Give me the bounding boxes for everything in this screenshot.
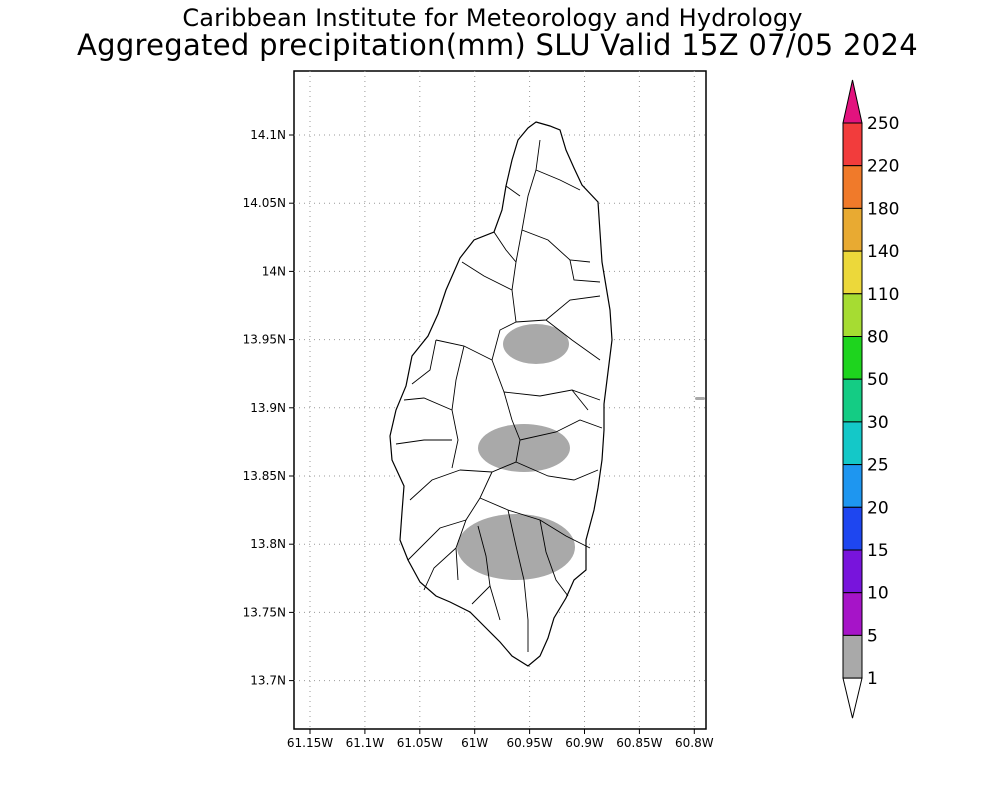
colorbar-level-label: 15 <box>867 541 889 561</box>
lon-tick-label: 60.9W <box>565 736 604 750</box>
lat-tick-label: 13.7N <box>250 674 286 688</box>
saint-lucia-coastline <box>389 121 613 667</box>
colorbar-band <box>842 421 863 466</box>
colorbar-level-label: 110 <box>867 285 899 305</box>
precip-patch-north <box>503 324 569 364</box>
colorbar-level-label: 250 <box>867 114 899 134</box>
lat-tick-label: 13.95N <box>243 333 286 347</box>
latitude-axis: 14.1N 14.05N 14N 13.95N 13.9N 13.85N 13.8N 13.7… <box>243 128 294 688</box>
colorbar-level-label: 1 <box>867 669 878 689</box>
colorbar-band <box>842 506 863 551</box>
colorbar-bottom-arrow <box>842 677 863 719</box>
lat-tick-label: 14.1N <box>250 128 286 142</box>
colorbar-level-label: 25 <box>867 456 889 476</box>
precip-patch-offshore <box>695 397 705 400</box>
lat-tick-label: 13.85N <box>243 469 286 483</box>
map-title: Caribbean Institute for Meteorology and … <box>182 4 803 32</box>
colorbar-band <box>842 378 863 423</box>
colorbar-band <box>842 464 863 508</box>
colorbar-band <box>842 250 863 295</box>
colorbar-level-label: 20 <box>867 498 889 518</box>
map-frame <box>293 70 707 730</box>
colorbar-band <box>842 592 863 636</box>
colorbar-band <box>842 634 863 679</box>
colorbar-band <box>842 122 863 167</box>
lat-tick-label: 13.75N <box>243 605 286 619</box>
colorbar-level-label: 5 <box>867 626 878 646</box>
precipitation-colorbar: 250 220 180 140 110 80 50 30 25 20 15 10 5 1 <box>842 79 899 719</box>
lat-tick-label: 14.05N <box>243 196 286 210</box>
colorbar-level-label: 30 <box>867 413 889 433</box>
longitude-axis: 61.15W 61.1W 61.05W 61W 60.95W 60.9W 60.85W 60.… <box>287 729 714 750</box>
colorbar-level-label: 140 <box>867 242 899 262</box>
lon-tick-label: 60.95W <box>506 736 552 750</box>
colorbar-level-label: 10 <box>867 584 889 604</box>
colorbar-band <box>842 549 863 594</box>
lat-tick-label: 13.9N <box>250 401 286 415</box>
colorbar-level-label: 180 <box>867 199 899 219</box>
lat-tick-label: 13.8N <box>250 537 286 551</box>
map-subtitle: Aggregated precipitation(mm) SLU Valid 1… <box>77 28 918 62</box>
precip-patch-central <box>478 424 570 472</box>
colorbar-top-arrow <box>842 79 863 124</box>
colorbar-band <box>842 336 863 380</box>
colorbar-level-label: 220 <box>867 157 899 177</box>
colorbar-band <box>842 293 863 337</box>
watershed-lines <box>395 139 603 652</box>
colorbar-band <box>842 207 863 252</box>
lon-tick-label: 61.1W <box>346 736 385 750</box>
lon-tick-label: 61W <box>461 736 488 750</box>
colorbar-level-label: 80 <box>867 328 889 348</box>
lon-tick-label: 61.15W <box>287 736 333 750</box>
colorbar-band <box>842 165 863 209</box>
lat-tick-label: 14N <box>262 264 286 278</box>
lon-tick-label: 61.05W <box>397 736 443 750</box>
lon-tick-label: 60.8W <box>675 736 714 750</box>
colorbar-level-label: 50 <box>867 370 889 390</box>
lon-tick-label: 60.85W <box>616 736 662 750</box>
